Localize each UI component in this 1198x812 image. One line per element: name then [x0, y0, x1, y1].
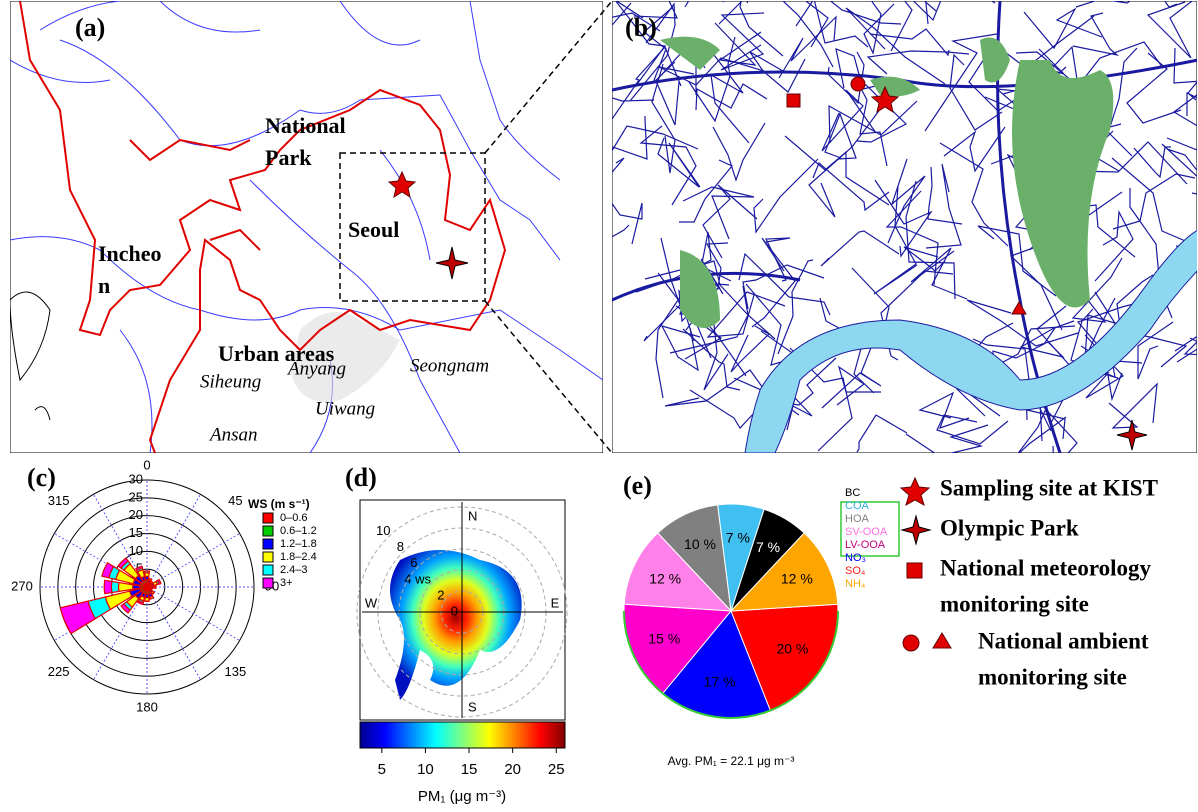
wind-petal [104, 580, 112, 593]
colorbar [360, 722, 565, 748]
x-tick-label: 15 [461, 761, 478, 778]
legend-label: Olympic Park [940, 515, 1079, 540]
legend-label: National ambient [978, 628, 1149, 653]
legend-label: Sampling site at KIST [940, 475, 1158, 500]
legend-symbol [901, 478, 929, 505]
spoke [147, 494, 201, 587]
place-label: n [98, 273, 110, 298]
data-label: 12 % [649, 571, 681, 587]
angle-label: 45 [228, 493, 242, 508]
x-tick-label: 5 [378, 761, 386, 778]
panel-label: (e) [623, 471, 652, 500]
legend-swatch [263, 526, 273, 536]
wind-petal [152, 588, 153, 590]
legend-label: BC [845, 487, 860, 499]
place-label: Park [265, 145, 312, 170]
place-label: National [265, 113, 346, 138]
data-label: 10 % [684, 536, 716, 552]
legend-label: monitoring site [978, 664, 1127, 689]
angle-label: 180 [136, 699, 158, 714]
angle-label: 315 [48, 493, 70, 508]
legend-swatch [263, 578, 273, 588]
data-label: 12 % [781, 571, 813, 587]
legend-swatch [263, 552, 273, 562]
legend-symbol [903, 635, 919, 651]
r-tick-label: 6 [410, 555, 417, 570]
panel-label: (c) [27, 463, 56, 492]
place-label: Siheung [200, 371, 261, 392]
direction-label: N [468, 508, 477, 523]
spoke [147, 534, 240, 588]
angle-label: 270 [11, 578, 33, 593]
legend-label: COA [845, 500, 870, 512]
legend-label: 3+ [280, 577, 293, 589]
r-tick-label: 0 [451, 603, 458, 618]
legend-label: 0.6–1.2 [280, 525, 317, 537]
data-label: 7 % [756, 539, 780, 555]
spoke [147, 587, 240, 641]
legend-symbol [933, 633, 951, 648]
place-label: Anyang [286, 358, 346, 379]
legend-label: NH₄ [845, 578, 866, 590]
data-label: 17 % [704, 674, 736, 690]
data-label: 20 % [776, 641, 808, 657]
legend-title: WS (m s⁻¹) [248, 497, 310, 511]
angle-label: 135 [225, 664, 247, 679]
x-tick-label: 20 [504, 761, 521, 778]
data-label: 7 % [726, 529, 750, 545]
data-label: 15 % [648, 631, 680, 647]
x-axis-label: PM₁ (μg m⁻³) [418, 788, 506, 805]
legend-label: National meteorology [940, 555, 1152, 580]
place-label: Seongnam [410, 355, 489, 376]
r-tick-label: 30 [129, 471, 143, 486]
legend-label: HOA [845, 513, 870, 525]
legend-label: SO₄ [845, 565, 866, 577]
legend-label: 2.4–3 [280, 564, 308, 576]
legend-label: LV-OOA [845, 539, 886, 551]
legend-label: NO₃ [845, 552, 866, 564]
wind-petal [111, 581, 118, 592]
direction-label: S [468, 699, 477, 714]
r-tick-label: 15 [129, 525, 143, 540]
legend-label: 0–0.6 [280, 512, 308, 524]
r-tick-label: 8 [397, 539, 404, 554]
r-tick-label: 10 [129, 543, 143, 558]
legend-label: 1.8–2.4 [280, 551, 317, 563]
r-tick-label: 10 [376, 523, 390, 538]
legend-label: SV-OOA [845, 526, 888, 538]
map-b [573, 0, 1198, 533]
legend-swatch [263, 513, 273, 523]
r-tick-label: 25 [129, 489, 143, 504]
map-a [10, 1, 603, 453]
r-tick-label: 2 [437, 587, 444, 602]
panel-label: (b) [625, 13, 657, 42]
panel-label: (a) [75, 13, 105, 42]
place-label: Ansan [208, 424, 258, 445]
angle-label: 0 [143, 457, 150, 472]
wind-petal [118, 583, 132, 592]
x-tick-label: 25 [548, 761, 565, 778]
legend-label: 1.2–1.8 [280, 538, 317, 550]
x-tick-label: 10 [417, 761, 434, 778]
caption: Avg. PM₁ = 22.1 μg m⁻³ [668, 754, 795, 768]
direction-label: W [365, 595, 378, 610]
legend-symbol [902, 516, 930, 544]
r-tick-label: 20 [129, 507, 143, 522]
direction-label: E [551, 595, 560, 610]
legend-swatch [263, 565, 273, 575]
angle-label: 225 [48, 664, 70, 679]
place-label: Incheo [98, 241, 162, 266]
spoke [147, 587, 201, 680]
legend-swatch [263, 539, 273, 549]
wind-petal [60, 601, 95, 633]
place-label: Seoul [348, 217, 399, 242]
legend-label: monitoring site [940, 591, 1089, 616]
place-label: Uiwang [315, 398, 375, 419]
panel-label: (d) [345, 463, 377, 492]
legend-symbol [907, 563, 922, 578]
